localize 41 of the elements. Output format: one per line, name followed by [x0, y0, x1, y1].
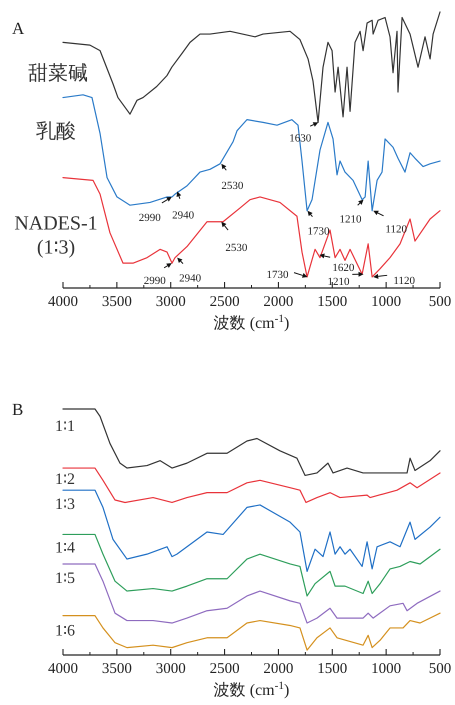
x-tick-label: 3500	[102, 661, 132, 677]
series-label: 1∶6	[55, 622, 75, 640]
x-tick-label: 3500	[102, 294, 132, 310]
x-tick-label: 500	[428, 294, 452, 310]
annotation: 1620	[332, 262, 355, 274]
annotation: 1120	[393, 274, 416, 287]
series-label: 1∶3	[55, 496, 75, 514]
x-axis-title: 波数 (cm$^{-1}$)	[214, 313, 290, 332]
annotation: 1210	[328, 276, 350, 288]
x-tick-label: 1000	[371, 294, 402, 310]
x-tick-label: 2500	[210, 294, 240, 310]
x-axis-title: 波数 (cm$^{-1}$)	[214, 680, 290, 699]
annotation: 1730	[266, 268, 290, 281]
series-label: 乳酸	[36, 120, 76, 143]
chart-title: B	[12, 400, 24, 419]
annotation: 2530	[225, 242, 248, 254]
annotation: 2990	[138, 212, 162, 224]
annotation: 2530	[221, 180, 244, 192]
chart-title: A	[12, 19, 25, 38]
x-tick-label: 4000	[48, 294, 78, 310]
x-tick-label: 500	[428, 661, 452, 677]
x-tick-label: 2000	[263, 661, 294, 677]
x-tick-label: 4000	[48, 661, 78, 677]
x-tick-label: 1500	[317, 661, 348, 677]
series-label: 1∶5	[55, 570, 75, 587]
series-label: 1∶2	[55, 471, 75, 488]
x-tick-label: 3000	[156, 294, 186, 310]
series-label: NADES-1 (1∶3)	[14, 212, 98, 259]
x-tick-label: 2000	[263, 294, 294, 310]
annotation: 2940	[179, 272, 202, 285]
x-tick-label: 3000	[156, 661, 186, 677]
annotation: 2940	[172, 209, 195, 222]
series-label: 甜菜碱	[28, 62, 88, 84]
annotation: 1210	[340, 214, 362, 226]
series-label: 1∶4	[55, 539, 75, 556]
x-tick-label: 1500	[317, 294, 348, 310]
annotation: 2990	[144, 275, 166, 288]
x-tick-label: 1000	[371, 661, 402, 677]
annotation: 1730	[308, 226, 330, 238]
series-label: 1∶1	[55, 418, 75, 435]
x-tick-label: 2500	[210, 661, 240, 677]
